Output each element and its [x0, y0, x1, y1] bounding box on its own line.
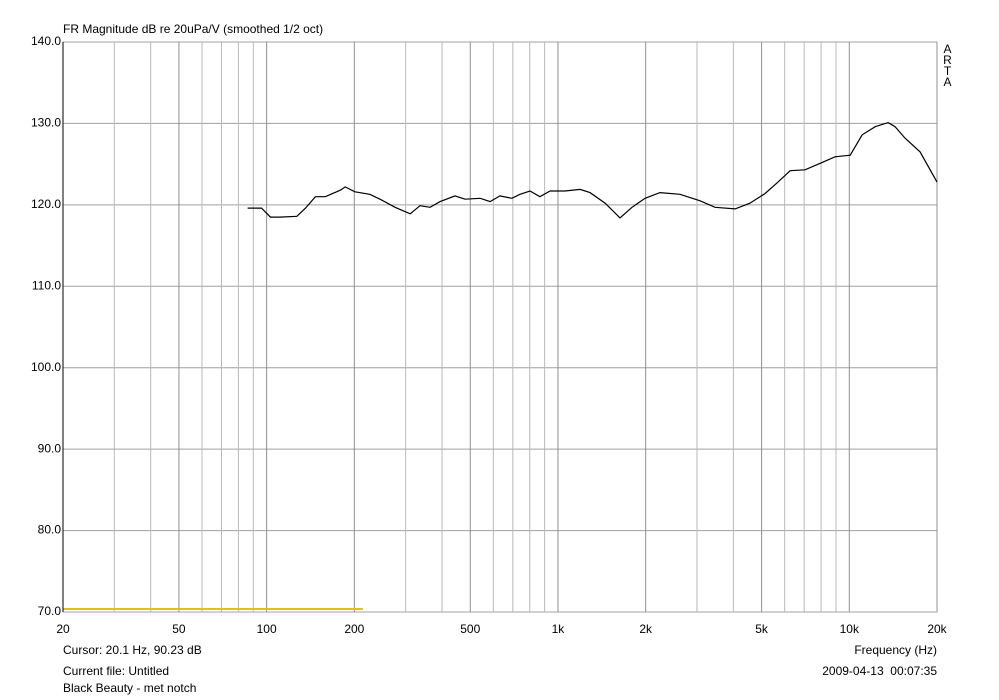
plot-area: [62, 41, 938, 613]
y-tick-label: 90.0: [38, 441, 62, 455]
response-line: [247, 121, 938, 219]
y-tick-label: 130.0: [31, 116, 61, 130]
x-tick-label: 50: [172, 622, 186, 636]
chart-title: FR Magnitude dB re 20uPa/V (smoothed 1/2…: [63, 22, 323, 36]
brand: ARTA: [943, 42, 952, 89]
x-tick-label: 500: [460, 622, 480, 636]
x-tick-label: 10k: [840, 622, 860, 636]
description: Black Beauty - met notch: [63, 681, 196, 695]
y-tick-label: 80.0: [38, 523, 62, 537]
x-tick-label: 1k: [552, 622, 566, 636]
x-tick-label: 20: [56, 622, 70, 636]
timestamp: 2009-04-13 00:07:35: [822, 664, 937, 678]
x-tick-label: 100: [257, 622, 277, 636]
y-tick-label: 100.0: [31, 360, 61, 374]
file-name: Current file: Untitled: [63, 664, 169, 678]
x-tick-label: 5k: [755, 622, 769, 636]
x-axis-label: Frequency (Hz): [854, 643, 937, 657]
y-tick-label: 120.0: [31, 197, 61, 211]
x-tick-label: 2k: [639, 622, 653, 636]
y-tick-label: 140.0: [31, 34, 61, 48]
y-tick-label: 110.0: [32, 278, 61, 292]
x-tick-label: 200: [344, 622, 364, 636]
x-tick-label: 20k: [927, 622, 947, 636]
y-tick-label: 70.0: [38, 604, 62, 618]
cursor-readout: Cursor: 20.1 Hz, 90.23 dB: [63, 643, 202, 657]
